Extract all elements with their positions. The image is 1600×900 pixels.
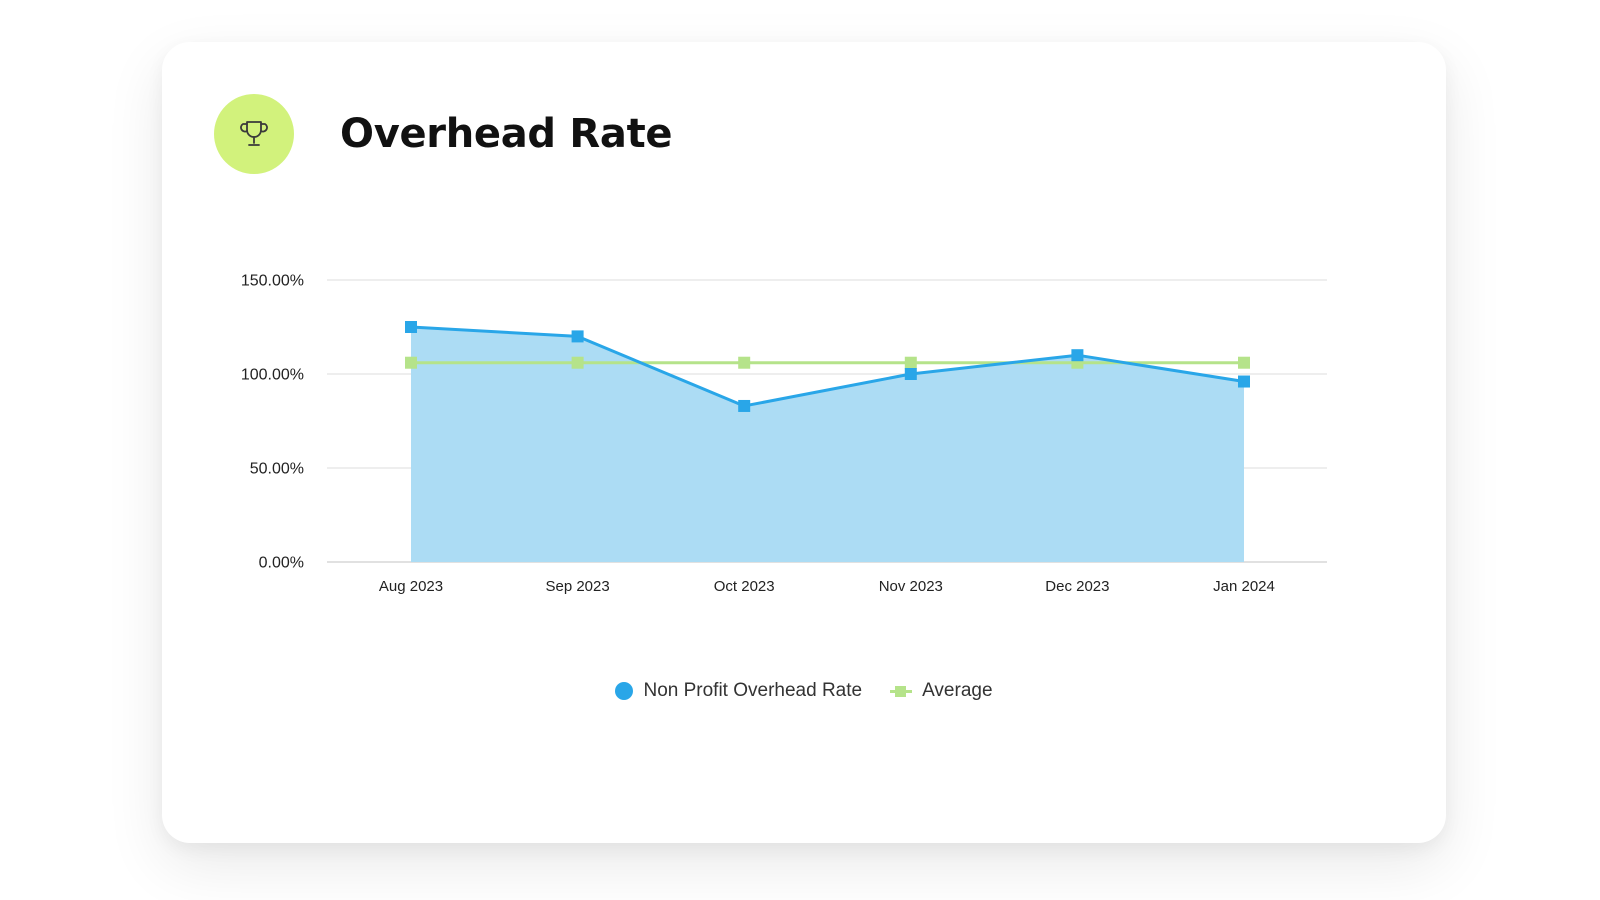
trophy-badge [214,94,294,174]
overhead-rate-point[interactable] [571,330,584,343]
overhead-rate-point[interactable] [904,368,917,380]
y-axis-labels: 0.00% 50.00% 100.00% 150.00% [241,273,304,572]
overhead-rate-point[interactable] [1071,349,1084,362]
legend-label-overhead-rate: Non Profit Overhead Rate [643,680,863,701]
page-title: Overhead Rate [340,111,673,157]
overhead-rate-area [411,327,1244,562]
legend-marker-average [890,684,913,698]
legend-label-average: Average [922,680,993,701]
x-tick-label: Dec 2023 [1045,578,1109,595]
x-tick-label: Nov 2023 [879,578,943,595]
chart-card: Overhead Rate 0.00% 50.00% 100.00% 150.00% … [162,42,1446,843]
chart-legend: Non Profit Overhead Rate Average [162,680,1446,702]
legend-item-overhead-rate[interactable]: Non Profit Overhead Rate [615,680,862,702]
trophy-icon [240,121,268,146]
average-point[interactable] [1238,356,1250,369]
average-point[interactable] [571,356,584,369]
average-point[interactable] [738,356,751,369]
x-tick-label: Jan 2024 [1213,578,1275,595]
average-point[interactable] [405,356,417,369]
overhead-rate-chart: 0.00% 50.00% 100.00% 150.00% Aug 2023 Sep 20… [241,273,1327,595]
overhead-rate-line [410,325,1245,408]
x-tick-label: Aug 2023 [379,578,443,595]
area-layer [411,327,1244,562]
y-tick-label: 50.00% [250,461,304,478]
legend-marker-overhead-rate [615,682,634,700]
average-layer [405,356,1250,369]
legend-item-average[interactable]: Average [890,680,993,702]
overhead-rate-point[interactable] [405,321,417,333]
x-axis-labels: Aug 2023 Sep 2023 Oct 2023 Nov 2023 Dec 2023… [379,578,1275,595]
x-tick-label: Oct 2023 [714,578,775,595]
x-tick-label: Sep 2023 [545,578,609,595]
overhead-rate-point[interactable] [738,399,751,412]
overhead-rate-point[interactable] [1238,375,1250,388]
y-tick-label: 100.00% [241,367,304,384]
average-point[interactable] [904,356,917,369]
y-tick-label: 0.00% [259,555,304,572]
line-layer [405,321,1250,412]
y-tick-label: 150.00% [241,273,304,290]
